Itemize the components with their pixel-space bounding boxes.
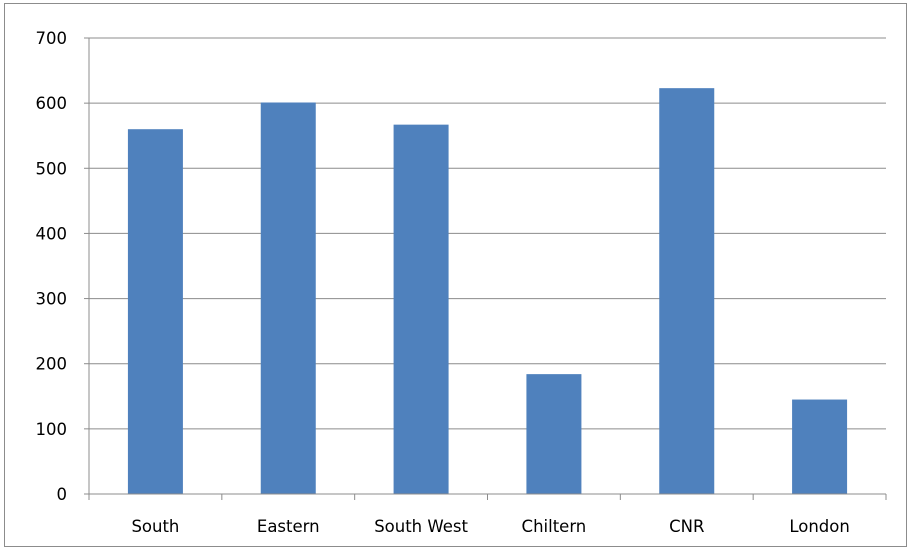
bar-cnr: [659, 88, 715, 494]
y-axis-tick-labels: 0 100 200 300 400 500 600 700: [36, 29, 68, 504]
bar-chiltern: [526, 374, 582, 494]
x-tick-label: Eastern: [257, 517, 320, 536]
y-tick-label: 0: [57, 485, 68, 504]
x-axis-tick-labels: South Eastern South West Chiltern CNR London: [131, 517, 849, 536]
x-tick-label: South: [131, 517, 179, 536]
gridlines: [89, 37, 886, 430]
axes: [84, 37, 887, 500]
y-tick-label: 200: [36, 355, 68, 374]
y-tick-label: 500: [36, 159, 68, 178]
y-tick-label: 300: [36, 290, 68, 309]
bar-south: [127, 129, 183, 494]
bar-london: [792, 399, 848, 494]
bars: [127, 88, 848, 495]
y-tick-label: 600: [36, 94, 68, 113]
y-tick-label: 400: [36, 224, 68, 243]
y-tick-label: 700: [36, 29, 68, 48]
x-tick-label: South West: [374, 517, 468, 536]
x-tick-label: CNR: [669, 517, 704, 536]
x-tick-label: London: [789, 517, 849, 536]
x-tick-label: Chiltern: [522, 517, 587, 536]
bar-south-west: [393, 124, 449, 494]
y-tick-label: 100: [36, 420, 68, 439]
reference-lines: [111, 64, 886, 360]
bar-eastern: [260, 102, 316, 495]
